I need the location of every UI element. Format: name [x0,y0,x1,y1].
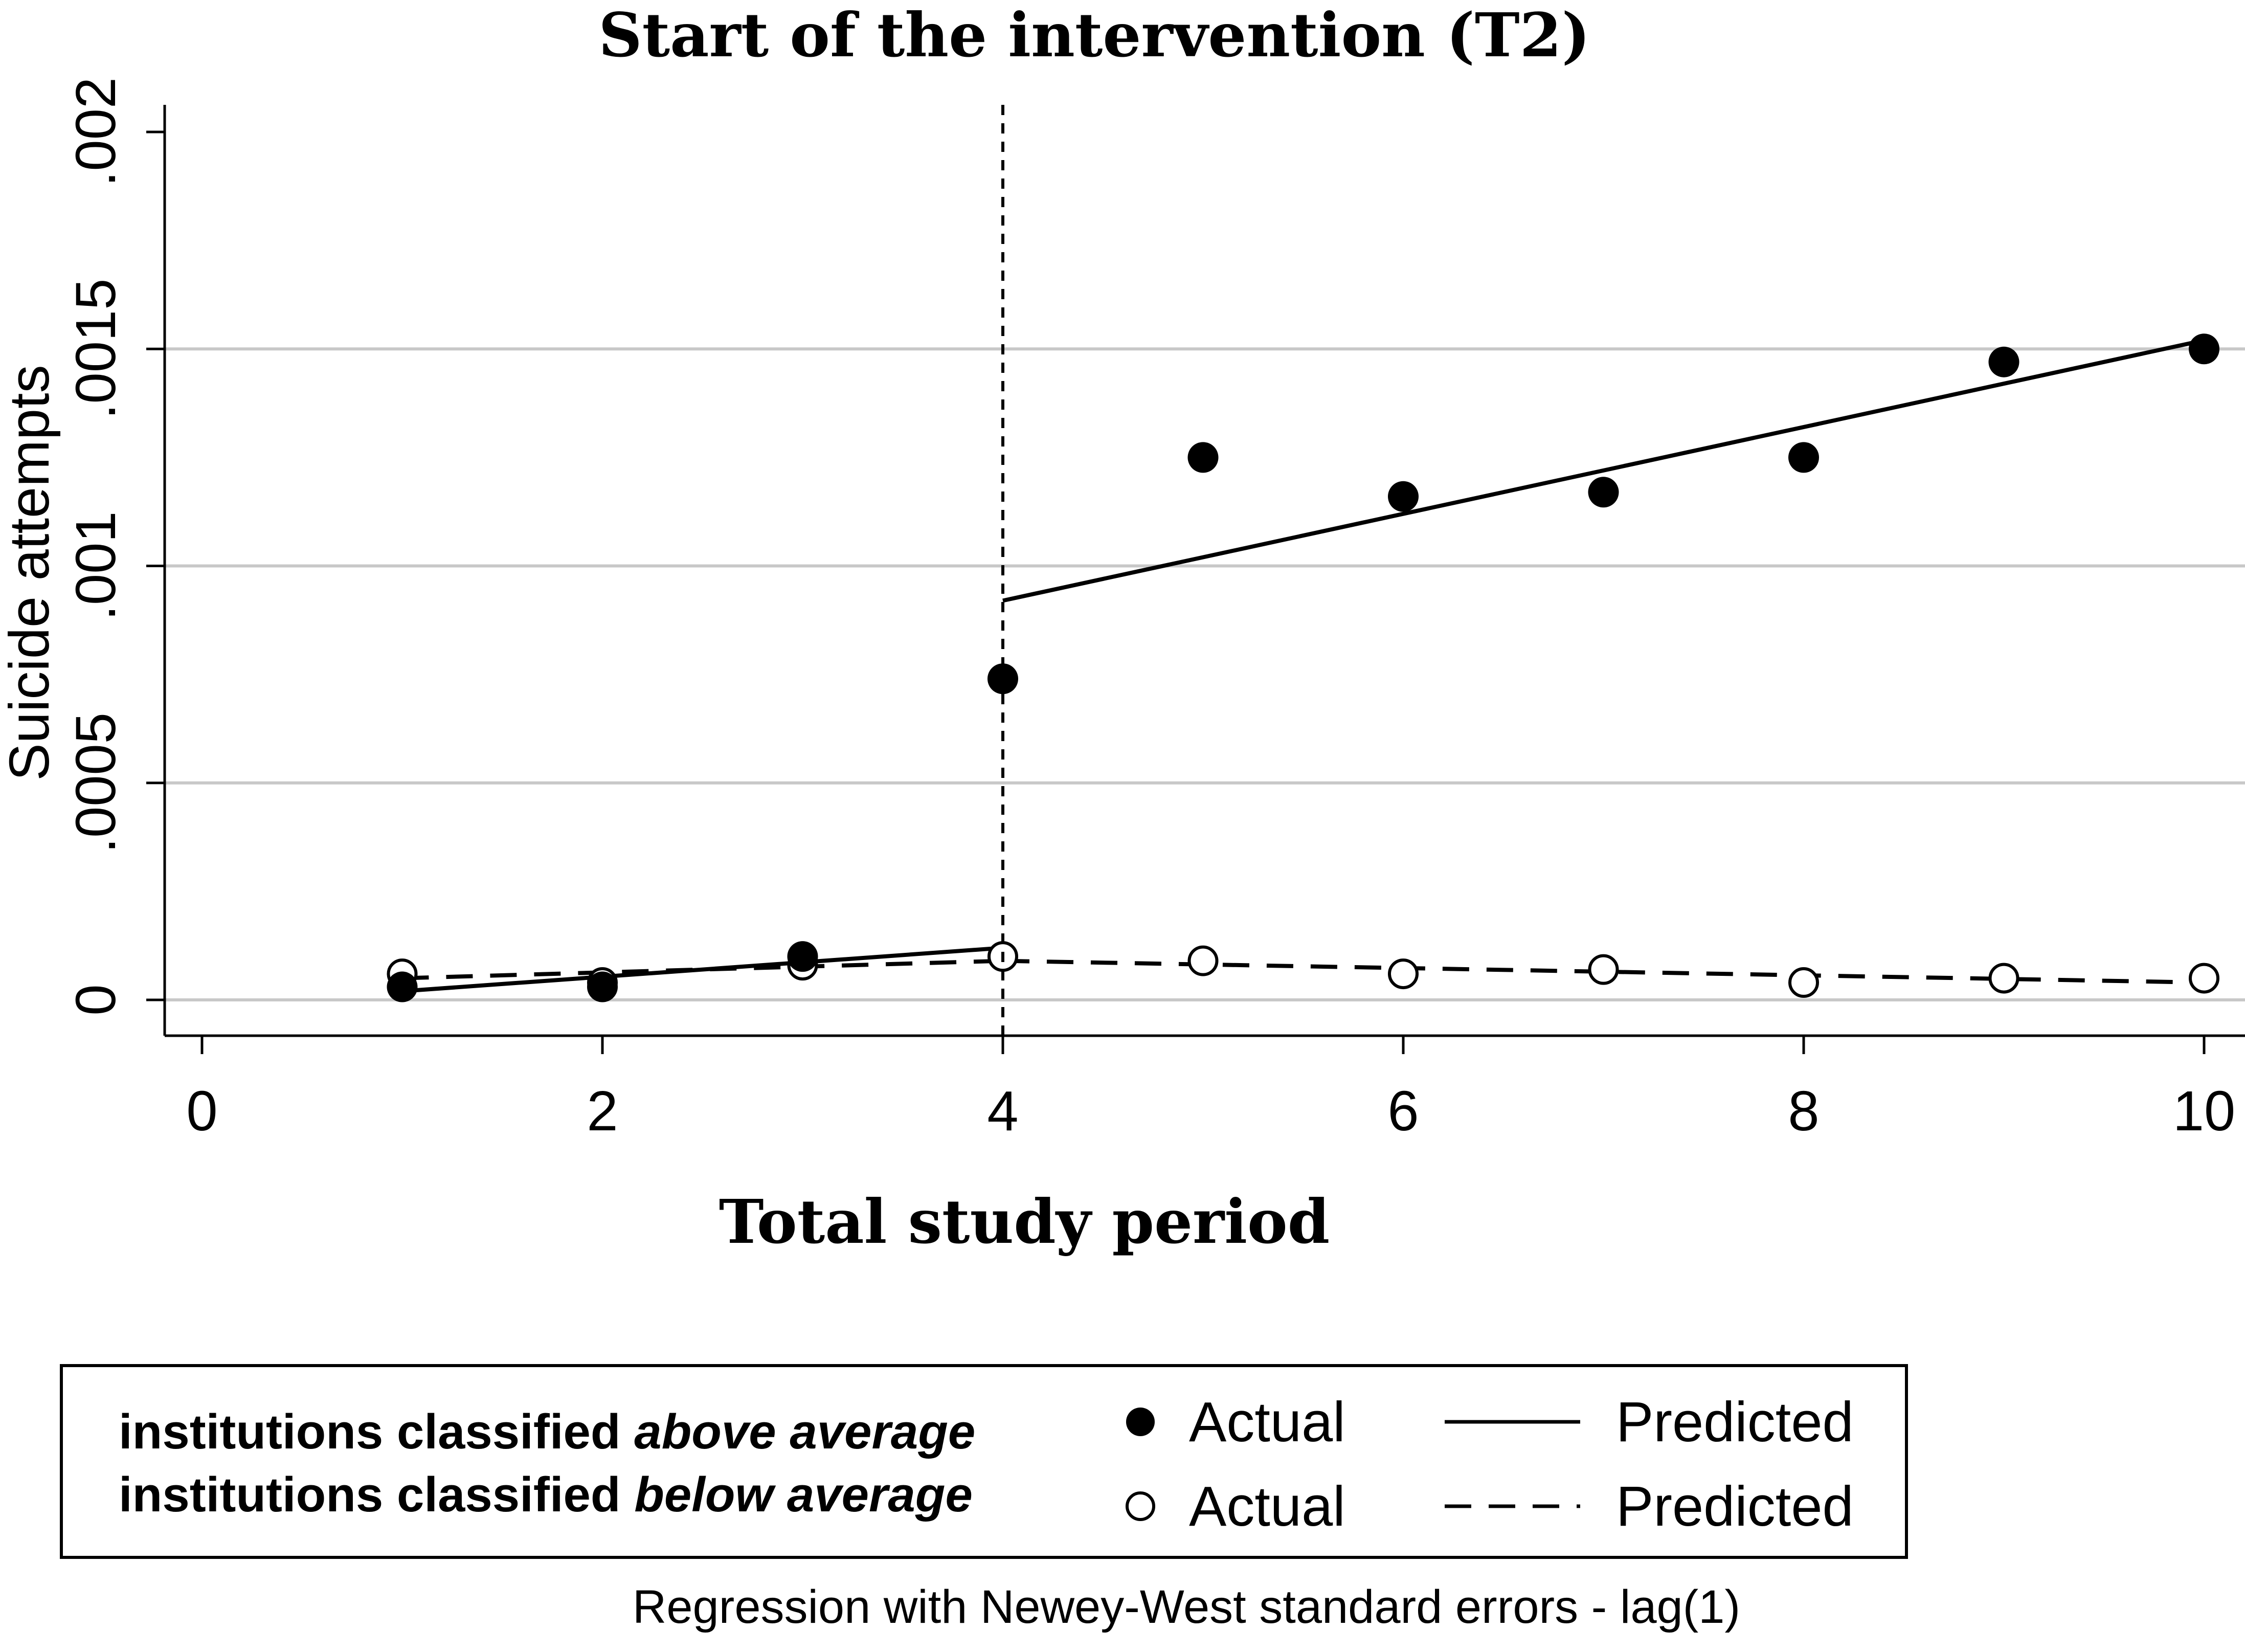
fit-line [1002,338,2205,603]
point-below-average [1388,958,1419,990]
legend: institutions classified above average in… [60,1364,1908,1559]
y-axis-title: Suicide attempts [0,365,61,780]
y-tick-label: 0 [64,984,127,1015]
point-below-average [1788,967,1819,998]
y-tick-label: .002 [64,77,127,187]
point-above-average [1187,442,1219,473]
regression-note: Regression with Newey-West standard erro… [633,1581,1740,1633]
point-above-average [587,971,618,1002]
y-tick-label: .0005 [64,712,127,853]
legend-marker-below-actual [1126,1491,1155,1521]
grid-lines [165,347,2245,1001]
fit-line [402,946,1003,994]
point-below-average [1187,945,1219,976]
point-below-average [1588,954,1619,985]
chart-title: Start of the intervention (T2) [598,0,1590,71]
legend-marker-above-actual [1126,1408,1155,1436]
point-above-average [1988,346,2019,377]
point-below-average [1988,963,2019,994]
legend-row-below: institutions classified below average [119,1467,973,1522]
x-tick-label: 0 [186,1080,217,1143]
x-tick-label: 6 [1387,1080,1419,1143]
legend-box [60,1364,1908,1559]
point-above-average [1388,481,1419,512]
x-tick-label: 4 [987,1080,1018,1143]
y-tick-label: .001 [64,511,127,620]
data-points [387,333,2219,1002]
x-tick-label: 10 [2173,1080,2235,1143]
x-axis-title: Total study period [719,1186,1330,1257]
point-below-average [2189,963,2219,994]
y-tick-label: .0015 [64,279,127,419]
fit-line [402,958,1003,980]
point-above-average [1588,477,1619,508]
x-tick-label: 8 [1788,1080,1819,1143]
legend-label-above-predicted: Predicted [1616,1391,1854,1454]
point-above-average [787,941,818,972]
point-above-average [2189,333,2219,365]
point-above-average [387,971,418,1002]
legend-row-above: institutions classified above average [119,1404,975,1459]
x-tick-label: 2 [587,1080,618,1143]
legend-label-above-actual: Actual [1189,1391,1345,1454]
axis-ticks: 0 .0005 .001 .0015 .002 0 2 4 6 8 10 [64,77,2235,1143]
legend-label-below-actual: Actual [1189,1475,1345,1538]
legend-label-below-predicted: Predicted [1616,1475,1854,1538]
point-above-average [1788,442,1819,473]
